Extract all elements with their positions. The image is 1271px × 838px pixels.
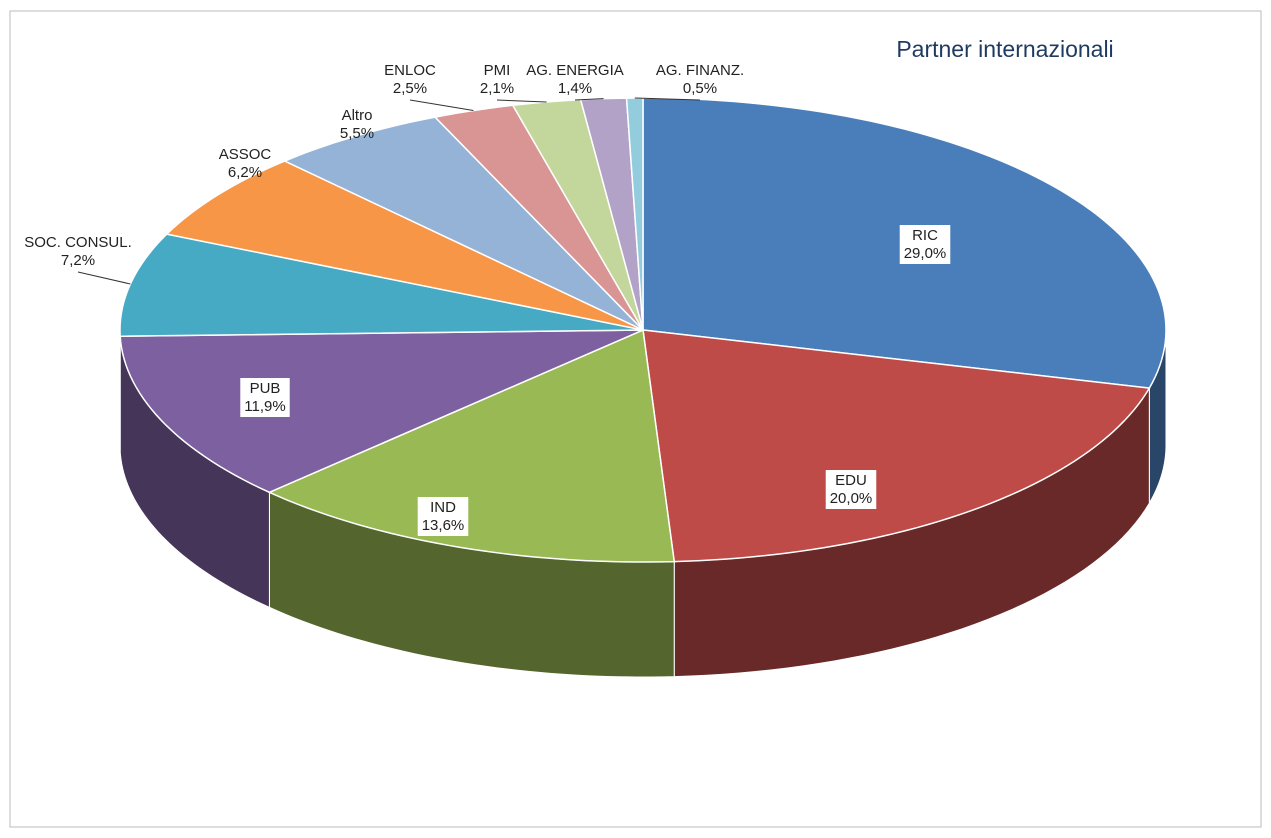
leader-line — [634, 97, 701, 101]
slice-value-label: 29,0% — [904, 245, 947, 262]
slice-label: RIC — [912, 227, 938, 244]
slice-value-label: 0,5% — [683, 80, 717, 97]
chart-title: Partner internazionali — [896, 36, 1113, 62]
slice-label: ENLOC — [384, 62, 436, 79]
leader-line — [574, 98, 604, 101]
slice-label: ASSOC — [219, 146, 272, 163]
label-box — [240, 378, 290, 417]
label-box — [899, 225, 951, 264]
slice-value-label: 1,4% — [558, 80, 592, 97]
pie-sides — [119, 329, 1167, 678]
slice-label: AG. ENERGIA — [526, 62, 624, 79]
slice-value-label: 5,5% — [340, 125, 374, 142]
slice-label: SOC. CONSUL. — [24, 234, 132, 251]
leader-line — [77, 271, 131, 285]
slice-label: Altro — [342, 107, 373, 124]
slice-label: IND — [430, 499, 456, 516]
slice-value-label: 11,9% — [244, 398, 285, 415]
label-box — [825, 470, 877, 509]
slice-value-label: 13,6% — [422, 517, 465, 534]
slice-label: PMI — [484, 62, 511, 79]
slice — [165, 160, 644, 331]
pie-tops — [119, 97, 1167, 563]
slice — [119, 329, 644, 494]
slice-label: EDU — [835, 472, 867, 489]
slice — [267, 328, 676, 563]
slice-value-label: 7,2% — [61, 252, 95, 269]
slice-value-label: 20,0% — [830, 490, 873, 507]
slice-label: AG. FINANZ. — [656, 62, 744, 79]
slice-value-label: 2,1% — [480, 80, 514, 97]
slice — [642, 329, 1151, 563]
leader-line — [409, 99, 474, 112]
leader-line — [496, 99, 547, 103]
label-box — [417, 497, 469, 536]
slice — [433, 104, 644, 331]
slice-value-label: 2,5% — [393, 80, 427, 97]
slice-label: PUB — [250, 380, 281, 397]
slice — [119, 233, 644, 337]
slice — [282, 116, 644, 331]
slice-value-label: 6,2% — [228, 164, 262, 181]
